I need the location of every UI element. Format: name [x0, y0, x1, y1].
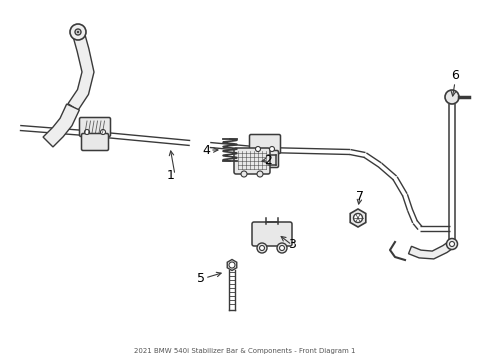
Circle shape: [84, 130, 90, 135]
Polygon shape: [409, 241, 454, 259]
Circle shape: [70, 24, 86, 40]
FancyBboxPatch shape: [79, 117, 111, 136]
FancyBboxPatch shape: [249, 135, 280, 153]
Circle shape: [279, 246, 285, 251]
Text: 4: 4: [202, 144, 210, 157]
Circle shape: [229, 262, 235, 268]
Text: 2021 BMW 540i Stabilizer Bar & Components - Front Diagram 1: 2021 BMW 540i Stabilizer Bar & Component…: [134, 348, 356, 354]
Text: 3: 3: [288, 239, 296, 252]
Circle shape: [260, 246, 265, 251]
Circle shape: [241, 171, 247, 177]
Text: 7: 7: [356, 189, 364, 202]
Circle shape: [255, 147, 261, 152]
Circle shape: [446, 239, 458, 249]
Circle shape: [257, 243, 267, 253]
Text: 1: 1: [167, 168, 175, 181]
Polygon shape: [227, 260, 237, 270]
Polygon shape: [68, 30, 94, 110]
FancyBboxPatch shape: [234, 148, 270, 174]
Circle shape: [445, 90, 459, 104]
Polygon shape: [43, 104, 79, 147]
Text: 2: 2: [264, 153, 272, 166]
FancyBboxPatch shape: [81, 134, 108, 150]
Circle shape: [449, 242, 455, 247]
Circle shape: [100, 130, 105, 135]
FancyBboxPatch shape: [252, 222, 292, 246]
Text: 6: 6: [451, 69, 459, 82]
Text: 5: 5: [197, 271, 205, 284]
Polygon shape: [350, 209, 366, 227]
Circle shape: [257, 171, 263, 177]
Circle shape: [77, 31, 79, 33]
Circle shape: [270, 147, 274, 152]
Circle shape: [277, 243, 287, 253]
Circle shape: [353, 213, 363, 222]
FancyBboxPatch shape: [251, 150, 278, 167]
